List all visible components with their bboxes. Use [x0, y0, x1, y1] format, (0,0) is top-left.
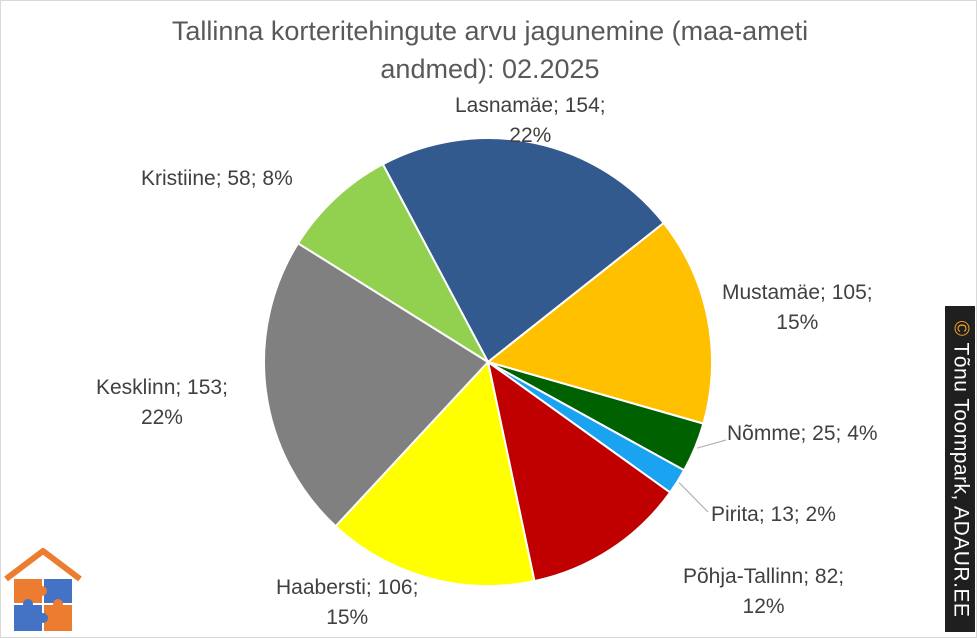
pie-slice-lasnam-e: [381, 137, 666, 364]
pie-slice-p-hja-tallinn: [486, 359, 672, 583]
pie-slice-mustam-e: [485, 221, 713, 425]
copyright-text: Tõnu Toompark, ADAUR.EE: [949, 342, 973, 618]
pie-slice-kesklinn: [263, 241, 490, 528]
chart-title-line-1: Tallinna korteritehingute arvu jagunemin…: [171, 16, 809, 46]
copyright-symbol: ©: [949, 320, 973, 337]
label-lasnamae: Lasnamäe; 154; 22%: [455, 94, 606, 147]
pie-slice-kristiine: [296, 162, 491, 365]
house-puzzle-logo: [4, 548, 82, 631]
label-nomme: Nõmme; 25; 4%: [727, 422, 878, 445]
leader-line-n-mme: [696, 439, 727, 449]
label-haabersti: Haabersti; 106; 15%: [276, 576, 419, 629]
copyright-watermark: © Tõnu Toompark, ADAUR.EE: [945, 306, 975, 632]
label-kesklinn: Kesklinn; 153; 22%: [96, 376, 228, 429]
pie-slice-haabersti: [334, 359, 536, 587]
chart-title: Tallinna korteritehingute arvu jagunemin…: [80, 12, 900, 88]
label-mustamae: Mustamäe; 105; 15%: [722, 281, 873, 334]
label-kristiine: Kristiine; 58; 8%: [141, 167, 293, 190]
label-pirita: Pirita; 13; 2%: [711, 503, 836, 526]
label-pohja-tallinn: Põhja-Tallinn; 82; 12%: [683, 565, 845, 618]
chart-title-line-2: andmed): 02.2025: [380, 54, 600, 84]
leader-line-pirita: [678, 482, 709, 513]
